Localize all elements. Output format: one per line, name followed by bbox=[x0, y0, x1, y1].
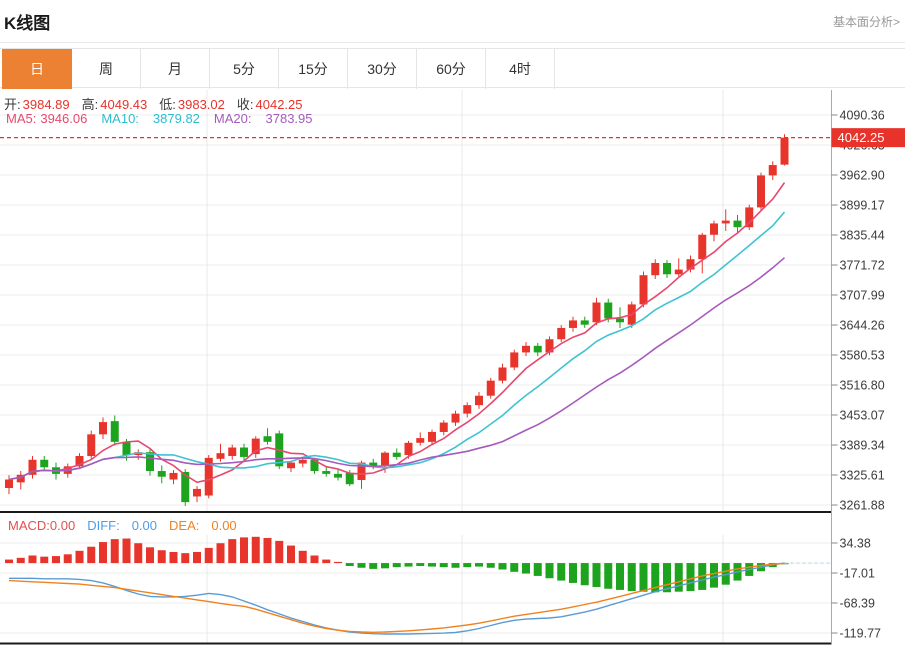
ohlc-readout: 开: 3984.89 高: 4049.43 低: 3983.02 收: 4042.25 bbox=[4, 94, 315, 113]
svg-text:3835.44: 3835.44 bbox=[840, 229, 885, 243]
diff-value: 0.00 bbox=[131, 518, 158, 533]
svg-text:3707.99: 3707.99 bbox=[840, 289, 885, 303]
ma10-value: 3879.82 bbox=[152, 111, 200, 126]
ma-readout: MA5: 3946.06 MA10: 3879.82 MA20: 3783.95 bbox=[6, 111, 317, 126]
tab-4hour[interactable]: 4时 bbox=[486, 49, 555, 89]
svg-text:3962.90: 3962.90 bbox=[840, 169, 885, 183]
svg-text:34.38: 34.38 bbox=[840, 537, 871, 551]
tab-day[interactable]: 日 bbox=[2, 49, 72, 89]
high-value: 4049.43 bbox=[100, 97, 148, 112]
svg-text:-119.77: -119.77 bbox=[840, 627, 882, 641]
open-label: 开: bbox=[4, 97, 21, 112]
page-title: K线图 bbox=[4, 14, 51, 33]
svg-text:3771.72: 3771.72 bbox=[840, 259, 885, 273]
ma10-label: MA10: bbox=[101, 111, 139, 126]
close-label: 收: bbox=[236, 97, 254, 112]
low-label: 低: bbox=[159, 97, 176, 112]
diff-line bbox=[9, 562, 785, 635]
dea-label: DEA: bbox=[169, 518, 200, 533]
open-value: 3984.89 bbox=[22, 97, 70, 112]
macd-label: MACD: bbox=[8, 518, 50, 533]
tab-30min[interactable]: 30分 bbox=[348, 49, 417, 89]
svg-text:3261.88: 3261.88 bbox=[840, 499, 885, 513]
svg-text:3644.26: 3644.26 bbox=[840, 319, 885, 333]
tab-5min[interactable]: 5分 bbox=[210, 49, 279, 89]
macd-readout: MACD:0.00 DIFF: 0.00 DEA: 0.00 bbox=[8, 518, 237, 533]
svg-text:3389.34: 3389.34 bbox=[840, 439, 885, 453]
dea-line bbox=[8, 562, 785, 634]
ma5-value: 3946.06 bbox=[40, 111, 88, 126]
svg-text:-17.01: -17.01 bbox=[840, 567, 875, 581]
price-axis: 4090.364026.633962.903899.173835.443771.… bbox=[0, 90, 885, 645]
ma20-value: 3783.95 bbox=[265, 111, 313, 126]
ma5-label: MA5: bbox=[6, 111, 37, 126]
svg-text:-68.39: -68.39 bbox=[840, 597, 875, 611]
tab-week[interactable]: 周 bbox=[72, 49, 141, 89]
tab-60min[interactable]: 60分 bbox=[417, 49, 486, 89]
ma-lines bbox=[8, 182, 786, 484]
header: K线图 基本面分析> bbox=[0, 0, 905, 43]
svg-text:3899.17: 3899.17 bbox=[840, 199, 885, 213]
last-price-marker: 4042.25 bbox=[0, 128, 905, 148]
high-label: 高: bbox=[81, 97, 99, 112]
period-tab-bar: 日 周 月 5分 15分 30分 60分 4时 bbox=[0, 48, 905, 89]
tab-month[interactable]: 月 bbox=[141, 49, 210, 89]
svg-text:4090.36: 4090.36 bbox=[840, 109, 885, 123]
dea-value: 0.00 bbox=[211, 518, 237, 533]
low-value: 3983.02 bbox=[177, 97, 225, 112]
grid bbox=[0, 90, 832, 644]
tab-15min[interactable]: 15分 bbox=[279, 49, 348, 89]
svg-text:3516.80: 3516.80 bbox=[840, 379, 885, 393]
close-value: 4042.25 bbox=[255, 97, 303, 112]
svg-text:4042.25: 4042.25 bbox=[838, 130, 885, 145]
macd-value: 0.00 bbox=[49, 518, 76, 533]
svg-text:3580.53: 3580.53 bbox=[840, 349, 885, 363]
ma20-label: MA20: bbox=[213, 111, 252, 126]
candles bbox=[5, 134, 789, 506]
svg-text:3453.07: 3453.07 bbox=[840, 409, 885, 423]
svg-text:3325.61: 3325.61 bbox=[840, 469, 885, 483]
macd-lines bbox=[8, 562, 832, 635]
diff-label: DIFF: bbox=[87, 518, 120, 533]
fundamental-analysis-link[interactable]: 基本面分析> bbox=[832, 15, 900, 29]
